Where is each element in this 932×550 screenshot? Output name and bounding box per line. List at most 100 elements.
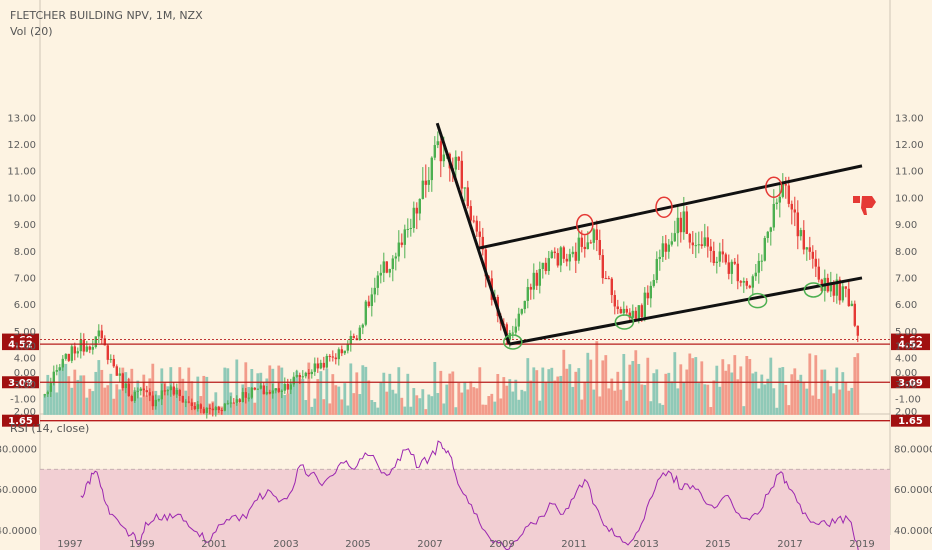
volume-bar bbox=[763, 384, 767, 415]
volume-bar bbox=[481, 404, 485, 415]
volume-bar bbox=[715, 365, 719, 415]
candle-body bbox=[157, 399, 160, 401]
candle-body bbox=[193, 406, 196, 410]
volume-bar bbox=[286, 393, 290, 415]
volume-bar bbox=[310, 406, 314, 415]
rsi-tick-left: 40.0000 bbox=[0, 526, 37, 537]
volume-bar bbox=[772, 388, 776, 415]
volume-bar bbox=[121, 367, 125, 415]
candle-body bbox=[718, 251, 721, 262]
volume-bar bbox=[409, 406, 413, 415]
candle-body bbox=[442, 154, 445, 162]
candle-body bbox=[688, 233, 691, 243]
price-tick-left: 4.00 bbox=[14, 353, 36, 364]
volume-bar bbox=[235, 359, 239, 415]
candle-body bbox=[727, 262, 730, 274]
candle-body bbox=[130, 396, 133, 401]
candle-body bbox=[166, 390, 169, 392]
volume-bar bbox=[736, 379, 740, 415]
candle-body bbox=[517, 313, 520, 327]
volume-bar bbox=[349, 363, 353, 415]
candles-layer bbox=[43, 131, 859, 419]
volume-bar bbox=[739, 366, 743, 415]
volume-bar bbox=[598, 396, 602, 415]
volume-bar bbox=[130, 368, 134, 415]
candle-body bbox=[685, 211, 688, 234]
candle-body bbox=[568, 254, 571, 262]
candle-body bbox=[361, 324, 364, 328]
volume-bar bbox=[430, 396, 434, 415]
candle-body bbox=[430, 157, 433, 181]
volume-bar bbox=[406, 373, 410, 415]
volume-bar bbox=[646, 357, 650, 415]
candle-body bbox=[847, 288, 850, 307]
volume-bar bbox=[559, 375, 563, 415]
candle-body bbox=[550, 251, 553, 259]
candle-body bbox=[724, 254, 727, 263]
candle-body bbox=[229, 402, 232, 404]
candle-body bbox=[43, 394, 46, 396]
price-tick-right: 8.00 bbox=[895, 247, 917, 258]
volume-bar bbox=[730, 372, 734, 415]
candle-body bbox=[643, 292, 646, 317]
volume-bar bbox=[853, 357, 857, 415]
candle-body bbox=[667, 244, 670, 252]
volume-bar bbox=[433, 361, 437, 415]
volume-bar bbox=[58, 367, 62, 415]
candle-body bbox=[742, 280, 745, 283]
volume-bar bbox=[436, 393, 440, 415]
volume-bar bbox=[505, 385, 509, 415]
volume-bar bbox=[694, 357, 698, 415]
volume-bar bbox=[373, 402, 377, 415]
candle-body bbox=[649, 285, 652, 299]
candle-body bbox=[259, 385, 262, 389]
candle-body bbox=[94, 336, 97, 348]
candle-body bbox=[223, 403, 226, 411]
candle-body bbox=[433, 145, 436, 158]
volume-bar bbox=[202, 375, 206, 415]
candle-body bbox=[640, 305, 643, 317]
price-tick-right: 13.00 bbox=[895, 113, 924, 124]
volume-bar bbox=[205, 376, 209, 415]
volume-bar bbox=[253, 402, 257, 415]
volume-bar bbox=[805, 388, 809, 415]
level-badge-right bbox=[891, 338, 930, 351]
candle-body bbox=[88, 346, 91, 350]
candle-body bbox=[571, 251, 574, 255]
candle-body bbox=[478, 231, 481, 237]
candle-body bbox=[646, 292, 649, 299]
volume-bar bbox=[190, 381, 194, 415]
volume-bar bbox=[319, 371, 323, 415]
volume-bar bbox=[394, 393, 398, 415]
volume-bar bbox=[70, 387, 74, 415]
candle-body bbox=[811, 251, 814, 259]
volume-bar bbox=[571, 386, 575, 415]
time-tick: 2013 bbox=[633, 539, 658, 550]
candle-body bbox=[244, 392, 247, 398]
candle-body bbox=[112, 358, 115, 367]
candle-body bbox=[769, 227, 772, 232]
volume-bar bbox=[667, 372, 671, 415]
candle-body bbox=[247, 397, 250, 399]
candle-body bbox=[148, 392, 151, 396]
candle-body bbox=[292, 376, 295, 385]
trend-line bbox=[435, 122, 511, 345]
candle-body bbox=[64, 353, 67, 359]
volume-bar bbox=[664, 373, 668, 415]
price-tick-right: 2.00 bbox=[895, 407, 917, 418]
candle-body bbox=[58, 367, 61, 371]
time-tick: 2015 bbox=[705, 539, 730, 550]
volume-bar bbox=[97, 360, 101, 415]
price-tick-left: 2.00 bbox=[14, 407, 36, 418]
level-badge-right bbox=[891, 414, 930, 427]
candle-body bbox=[538, 268, 541, 286]
candle-body bbox=[55, 370, 58, 372]
candle-body bbox=[526, 287, 529, 301]
candle-body bbox=[406, 228, 409, 230]
volume-bar bbox=[472, 387, 476, 415]
volume-bar bbox=[850, 387, 854, 415]
candle-body bbox=[424, 180, 427, 185]
volume-bar bbox=[580, 399, 584, 415]
volume-bar bbox=[748, 359, 752, 415]
candle-body bbox=[307, 372, 310, 375]
